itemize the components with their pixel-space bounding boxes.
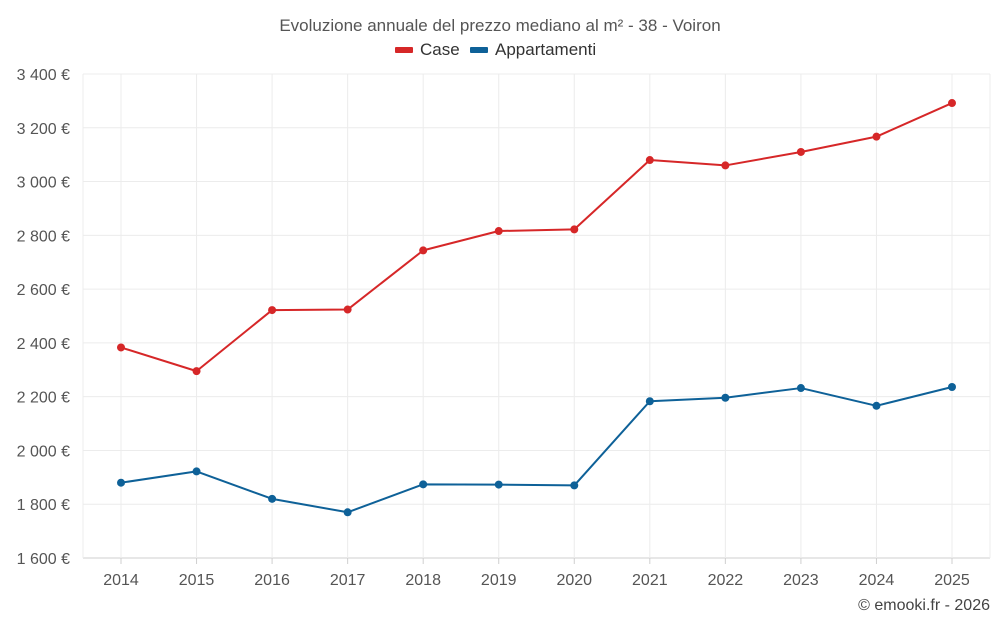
data-point-appartamenti[interactable] <box>117 478 125 487</box>
legend-item-appartamenti[interactable]: Appartamenti <box>470 40 596 59</box>
series-case <box>117 99 956 376</box>
y-tick-label: 2 600 € <box>17 282 70 299</box>
x-tick-label: 2025 <box>934 572 970 589</box>
y-tick-label: 2 800 € <box>17 228 70 245</box>
y-tick-label: 3 400 € <box>17 67 70 84</box>
legend-swatch <box>470 47 488 53</box>
data-point-case[interactable] <box>192 367 201 376</box>
data-point-case[interactable] <box>948 99 956 108</box>
series-line-appartamenti <box>120 386 953 514</box>
x-tick-label: 2018 <box>405 572 441 589</box>
x-tick-label: 2019 <box>481 572 517 589</box>
x-tick-label: 2021 <box>632 572 668 589</box>
data-point-case[interactable] <box>872 132 881 141</box>
y-tick-label: 2 200 € <box>17 390 70 407</box>
chart-title: Evoluzione annuale del prezzo mediano al… <box>279 16 720 35</box>
series-appartamenti <box>117 382 956 517</box>
data-point-appartamenti[interactable] <box>268 494 277 503</box>
legend-swatch <box>395 47 413 53</box>
legend-label: Case <box>420 40 460 59</box>
series-group <box>117 99 956 517</box>
data-point-case[interactable] <box>419 246 428 255</box>
x-tick-label: 2016 <box>254 572 290 589</box>
y-tick-label: 3 000 € <box>17 175 70 192</box>
data-point-appartamenti[interactable] <box>872 401 881 410</box>
legend-item-case[interactable]: Case <box>395 40 460 59</box>
data-point-case[interactable] <box>645 156 654 165</box>
data-point-case[interactable] <box>268 306 277 315</box>
data-point-case[interactable] <box>117 343 125 352</box>
data-point-appartamenti[interactable] <box>721 393 730 402</box>
data-point-case[interactable] <box>721 161 730 170</box>
data-point-case[interactable] <box>796 147 805 156</box>
x-tick-label: 2020 <box>556 572 592 589</box>
y-tick-label: 1 600 € <box>17 551 70 568</box>
x-tick-label: 2014 <box>103 572 139 589</box>
data-point-appartamenti[interactable] <box>494 480 503 489</box>
y-tick-label: 3 200 € <box>17 121 70 138</box>
grid <box>82 73 991 559</box>
data-point-appartamenti[interactable] <box>645 397 654 406</box>
legend-label: Appartamenti <box>495 40 596 59</box>
x-tick-label: 2022 <box>708 572 744 589</box>
y-tick-label: 1 800 € <box>17 497 70 514</box>
data-point-appartamenti[interactable] <box>570 481 579 490</box>
x-tick-label: 2024 <box>859 572 895 589</box>
data-point-appartamenti[interactable] <box>948 382 956 391</box>
data-point-appartamenti[interactable] <box>192 467 201 476</box>
data-point-appartamenti[interactable] <box>796 384 805 393</box>
data-point-appartamenti[interactable] <box>419 480 428 489</box>
legend: Case Appartamenti <box>395 40 596 59</box>
series-line-case <box>120 102 953 373</box>
x-tick-label: 2017 <box>330 572 366 589</box>
data-point-case[interactable] <box>494 227 503 236</box>
data-point-appartamenti[interactable] <box>343 508 352 517</box>
y-tick-label: 2 000 € <box>17 443 70 460</box>
x-tick-label: 2023 <box>783 572 819 589</box>
axes: 1 600 € 1 800 € 2 000 € 2 200 € 2 400 € 2 600… <box>17 67 970 589</box>
x-tick-label: 2015 <box>179 572 215 589</box>
data-point-case[interactable] <box>343 305 352 314</box>
data-point-case[interactable] <box>570 225 579 234</box>
credit-text: © emooki.fr - 2026 <box>858 597 990 614</box>
y-tick-label: 2 400 € <box>17 336 70 353</box>
